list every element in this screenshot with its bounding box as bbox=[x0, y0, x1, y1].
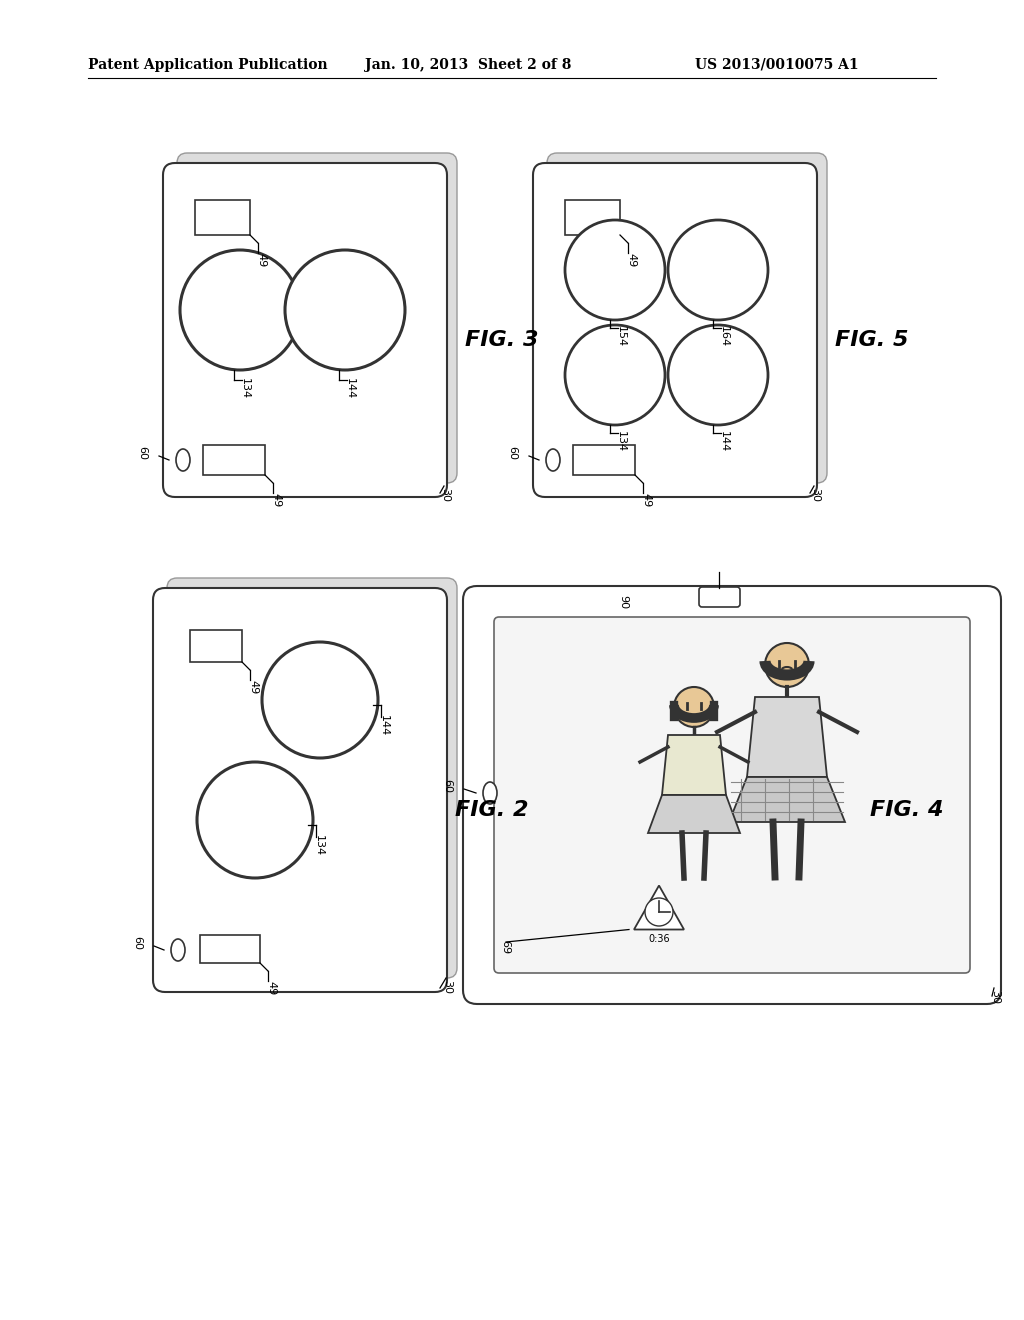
Text: 30: 30 bbox=[442, 979, 452, 994]
Text: 69: 69 bbox=[500, 940, 510, 954]
Bar bbox=[203, 445, 265, 475]
Bar bbox=[200, 935, 260, 964]
Bar bbox=[573, 445, 635, 475]
Text: 134: 134 bbox=[314, 836, 324, 857]
Polygon shape bbox=[662, 735, 726, 795]
FancyBboxPatch shape bbox=[163, 162, 447, 498]
FancyBboxPatch shape bbox=[177, 153, 457, 483]
Circle shape bbox=[668, 220, 768, 319]
Polygon shape bbox=[634, 886, 684, 929]
Circle shape bbox=[668, 325, 768, 425]
Text: 90: 90 bbox=[618, 595, 628, 609]
Polygon shape bbox=[729, 777, 845, 822]
Text: 49: 49 bbox=[248, 680, 258, 694]
Text: 134: 134 bbox=[616, 432, 626, 453]
Bar bbox=[190, 630, 242, 663]
Text: 60: 60 bbox=[442, 779, 452, 793]
FancyBboxPatch shape bbox=[463, 586, 1001, 1005]
Text: 60: 60 bbox=[137, 446, 147, 459]
Text: 49: 49 bbox=[256, 253, 266, 267]
Text: 144: 144 bbox=[379, 715, 389, 737]
Text: FIG. 5: FIG. 5 bbox=[835, 330, 908, 350]
Circle shape bbox=[565, 220, 665, 319]
Text: 60: 60 bbox=[132, 936, 142, 950]
Ellipse shape bbox=[546, 449, 560, 471]
FancyBboxPatch shape bbox=[153, 587, 447, 993]
Polygon shape bbox=[648, 795, 740, 833]
Text: US 2013/0010075 A1: US 2013/0010075 A1 bbox=[695, 58, 859, 73]
FancyBboxPatch shape bbox=[699, 587, 740, 607]
FancyBboxPatch shape bbox=[167, 578, 457, 978]
Text: 134: 134 bbox=[240, 378, 250, 399]
Text: 49: 49 bbox=[266, 981, 276, 995]
Text: Jan. 10, 2013  Sheet 2 of 8: Jan. 10, 2013 Sheet 2 of 8 bbox=[365, 58, 571, 73]
Text: 49: 49 bbox=[626, 253, 636, 267]
Circle shape bbox=[197, 762, 313, 878]
Text: 144: 144 bbox=[345, 378, 355, 399]
Circle shape bbox=[285, 249, 406, 370]
Text: 30: 30 bbox=[990, 990, 1000, 1005]
Text: FIG. 2: FIG. 2 bbox=[455, 800, 528, 820]
Ellipse shape bbox=[171, 939, 185, 961]
Text: FIG. 4: FIG. 4 bbox=[870, 800, 943, 820]
Circle shape bbox=[645, 898, 673, 927]
Text: FIG. 3: FIG. 3 bbox=[465, 330, 539, 350]
Text: 30: 30 bbox=[440, 488, 450, 502]
Text: 154: 154 bbox=[616, 326, 626, 347]
Circle shape bbox=[180, 249, 300, 370]
Text: 0:36: 0:36 bbox=[648, 933, 670, 944]
Circle shape bbox=[262, 642, 378, 758]
FancyBboxPatch shape bbox=[494, 616, 970, 973]
FancyBboxPatch shape bbox=[547, 153, 827, 483]
Polygon shape bbox=[746, 697, 827, 777]
Text: Patent Application Publication: Patent Application Publication bbox=[88, 58, 328, 73]
Ellipse shape bbox=[176, 449, 190, 471]
Text: 164: 164 bbox=[719, 326, 729, 347]
Circle shape bbox=[565, 325, 665, 425]
Bar bbox=[565, 201, 620, 235]
Text: 49: 49 bbox=[271, 492, 281, 507]
Circle shape bbox=[765, 643, 809, 686]
Text: 60: 60 bbox=[507, 446, 517, 459]
Text: 30: 30 bbox=[810, 488, 820, 502]
Circle shape bbox=[674, 686, 714, 727]
Ellipse shape bbox=[483, 781, 497, 804]
Text: 144: 144 bbox=[719, 432, 729, 453]
Bar bbox=[195, 201, 250, 235]
FancyBboxPatch shape bbox=[534, 162, 817, 498]
Text: 49: 49 bbox=[641, 492, 651, 507]
